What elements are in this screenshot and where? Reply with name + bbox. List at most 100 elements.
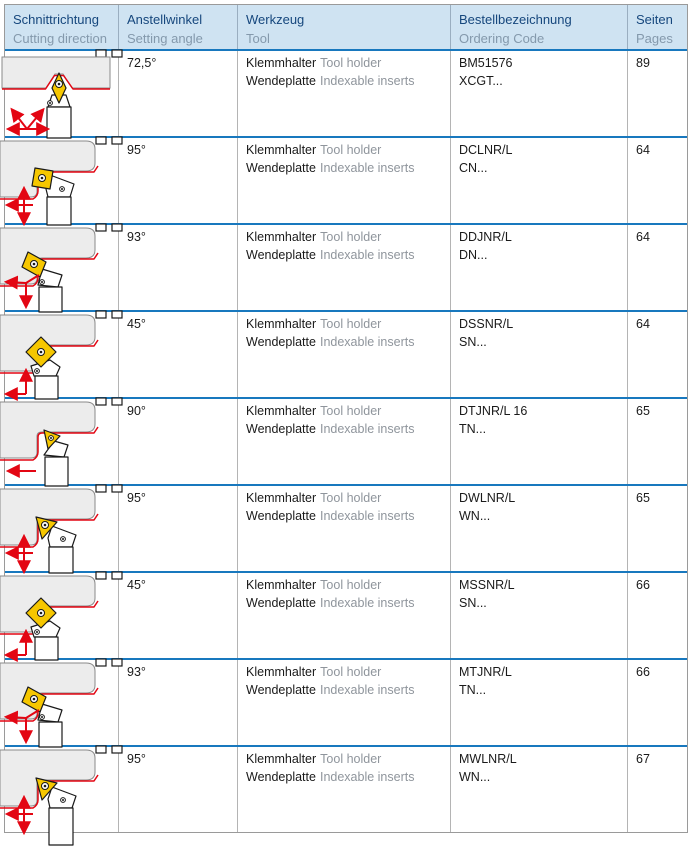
cutting-direction-cell xyxy=(0,571,123,662)
setting-angle-cell: 93° xyxy=(119,660,238,745)
tool-line: Wendeplatte Indexable inserts xyxy=(246,422,415,436)
tool-line: Klemmhalter Tool holder xyxy=(246,56,382,70)
page-cell: 64 xyxy=(628,138,687,223)
cutting-direction-cell xyxy=(1,49,123,139)
tool-cell: Klemmhalter Tool holder Wendeplatte Indexa… xyxy=(238,486,451,571)
holder-code: DWLNR/L xyxy=(459,491,516,505)
setting-angle-cell: 45° xyxy=(119,312,238,397)
direction-arrows xyxy=(3,367,33,401)
tool-line: Klemmhalter Tool holder xyxy=(246,752,382,766)
setting-angle-cell: 93° xyxy=(119,225,238,310)
page-number: 64 xyxy=(636,143,650,157)
insert-code: WN... xyxy=(459,509,491,523)
insert-code: DN... xyxy=(459,248,488,262)
cutting-direction-cell xyxy=(0,310,123,401)
setting-angle-cell: 45° xyxy=(119,573,238,658)
setting-angle-cell: 90° xyxy=(119,399,238,484)
holder-code: DCLNR/L xyxy=(459,143,513,157)
header-label-de: Schnittrichtung xyxy=(13,12,99,27)
page-cell: 89 xyxy=(628,51,687,136)
cutting-direction-cell xyxy=(0,136,123,227)
setting-angle-value: 95° xyxy=(127,143,146,157)
header-label-de: Werkzeug xyxy=(246,12,305,27)
tool-line: Wendeplatte Indexable inserts xyxy=(246,770,415,784)
page-cell: 67 xyxy=(628,747,687,832)
header-label-en: Setting angle xyxy=(127,31,203,46)
cutting-direction-diagram xyxy=(0,397,123,487)
direction-arrows xyxy=(4,533,33,575)
table-row: 95° Klemmhalter Tool holder Wendeplatte In… xyxy=(0,136,687,227)
cutting-direction-diagram xyxy=(0,484,123,575)
cutting-direction-diagram xyxy=(0,310,123,401)
tool-line: Wendeplatte Indexable inserts xyxy=(246,683,415,697)
page-number: 89 xyxy=(636,56,650,70)
setting-angle-value: 93° xyxy=(127,230,146,244)
cutting-direction-diagram xyxy=(0,571,123,662)
page-number: 67 xyxy=(636,752,650,766)
setting-angle-value: 45° xyxy=(127,578,146,592)
page-cell: 64 xyxy=(628,312,687,397)
setting-angle-cell: 95° xyxy=(119,138,238,223)
header-pages: Seiten Pages xyxy=(628,5,687,49)
page-number: 64 xyxy=(636,230,650,244)
cutting-direction-diagram xyxy=(0,658,123,748)
tool-line: Klemmhalter Tool holder xyxy=(246,143,382,157)
ordering-code-cell: DWLNR/L WN... xyxy=(451,486,628,571)
insert-code: SN... xyxy=(459,335,487,349)
tool-line: Klemmhalter Tool holder xyxy=(246,578,382,592)
page-cell: 66 xyxy=(628,573,687,658)
setting-angle-value: 95° xyxy=(127,752,146,766)
tool-cell: Klemmhalter Tool holder Wendeplatte Indexa… xyxy=(238,573,451,658)
tool-cell: Klemmhalter Tool holder Wendeplatte Indexa… xyxy=(238,399,451,484)
ordering-code-cell: MSSNR/L SN... xyxy=(451,573,628,658)
cutting-direction-diagram xyxy=(0,223,123,313)
setting-angle-value: 95° xyxy=(127,491,146,505)
tool-line: Klemmhalter Tool holder xyxy=(246,317,382,331)
header-label-en: Cutting direction xyxy=(13,31,107,46)
tool-line: Wendeplatte Indexable inserts xyxy=(246,161,415,175)
direction-arrows xyxy=(3,274,40,310)
ordering-code-cell: MWLNR/L WN... xyxy=(451,747,628,832)
page-number: 65 xyxy=(636,404,650,418)
page-number: 64 xyxy=(636,317,650,331)
setting-angle-value: 90° xyxy=(127,404,146,418)
ordering-code-cell: MTJNR/L TN... xyxy=(451,660,628,745)
table-row: 45° Klemmhalter Tool holder Wendeplatte In… xyxy=(0,571,687,662)
tool-cell: Klemmhalter Tool holder Wendeplatte Indexa… xyxy=(238,312,451,397)
setting-angle-cell: 72,5° xyxy=(119,51,238,136)
insert-code: SN... xyxy=(459,596,487,610)
setting-angle-cell: 95° xyxy=(119,747,238,832)
header-label-de: Seiten xyxy=(636,12,673,27)
page-number: 66 xyxy=(636,665,650,679)
table-row: 93° Klemmhalter Tool holder Wendeplatte In… xyxy=(0,658,687,748)
header-label-en: Pages xyxy=(636,31,673,46)
table-header-row: Schnittrichtung Cutting direction Anstel… xyxy=(5,5,687,51)
tool-cell: Klemmhalter Tool holder Wendeplatte Indexa… xyxy=(238,225,451,310)
ordering-code-cell: DDJNR/L DN... xyxy=(451,225,628,310)
tool-line: Wendeplatte Indexable inserts xyxy=(246,248,415,262)
page-cell: 66 xyxy=(628,660,687,745)
header-label-en: Ordering Code xyxy=(459,31,545,46)
tool-line: Wendeplatte Indexable inserts xyxy=(246,335,415,349)
cutting-direction-diagram xyxy=(0,136,123,227)
table-row: 95° Klemmhalter Tool holder Wendeplatte In… xyxy=(0,484,687,575)
table-row: 72,5° Klemmhalter Tool holder Wendeplatte… xyxy=(1,49,687,139)
tool-selection-table: Schnittrichtung Cutting direction Anstel… xyxy=(0,4,688,846)
page-number: 66 xyxy=(636,578,650,592)
tool-line: Klemmhalter Tool holder xyxy=(246,404,382,418)
tool-cell: Klemmhalter Tool holder Wendeplatte Indexa… xyxy=(238,138,451,223)
direction-arrows xyxy=(5,107,51,136)
table-row: 95° Klemmhalter Tool holder Wendeplatte In… xyxy=(0,745,687,846)
tool-line: Klemmhalter Tool holder xyxy=(246,230,382,244)
tool-line: Wendeplatte Indexable inserts xyxy=(246,74,415,88)
direction-arrows xyxy=(3,628,33,662)
page-number: 65 xyxy=(636,491,650,505)
cutting-direction-cell xyxy=(0,223,123,313)
setting-angle-value: 72,5° xyxy=(127,56,157,70)
header-label-en: Tool xyxy=(246,31,270,46)
direction-arrows xyxy=(4,794,33,836)
setting-angle-value: 93° xyxy=(127,665,146,679)
header-label-de: Bestellbezeichnung xyxy=(459,12,572,27)
ordering-code-cell: DCLNR/L CN... xyxy=(451,138,628,223)
tool-cell: Klemmhalter Tool holder Wendeplatte Indexa… xyxy=(238,747,451,832)
